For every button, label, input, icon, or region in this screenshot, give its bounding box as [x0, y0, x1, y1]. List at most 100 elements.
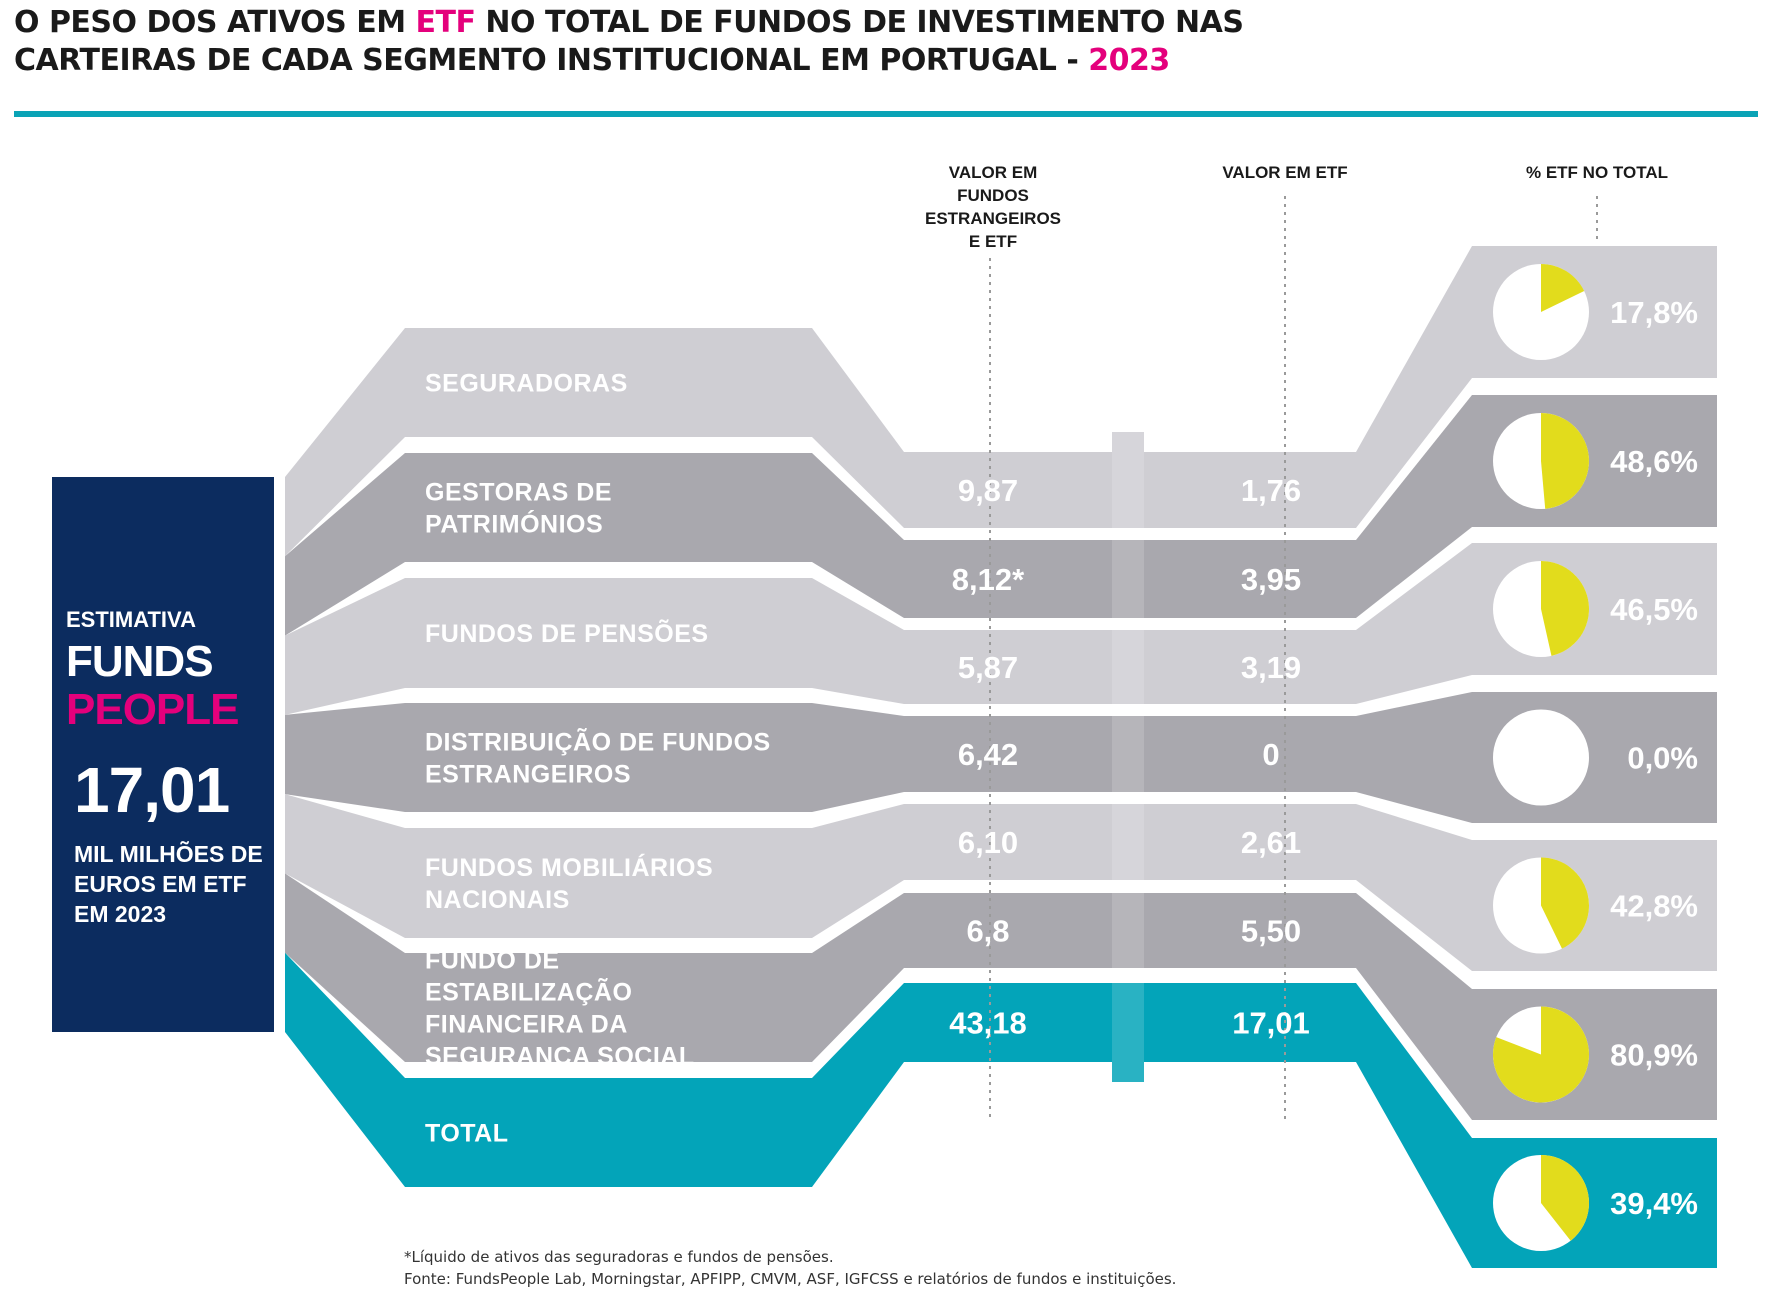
etf-value-label: 2,61	[1241, 825, 1301, 860]
value-gap-strip	[1072, 804, 1112, 880]
value-gap-strip	[1072, 452, 1112, 528]
segment-block	[405, 703, 812, 812]
foreign-value-block	[904, 983, 1072, 1062]
band-connector-right	[1356, 543, 1472, 704]
value-gap-strip	[1144, 716, 1186, 792]
pct-label: 80,9%	[1610, 1038, 1698, 1073]
segment-block	[405, 828, 812, 938]
foreign-value-label: 6,10	[958, 825, 1018, 860]
etf-value-label: 0	[1262, 737, 1279, 772]
value-gap-core	[1112, 716, 1144, 792]
kpi-panel: ESTIMATIVA FUNDS PEOPLE 17,01 MIL MILHÕE…	[52, 477, 274, 1032]
segment-label: SEGURANÇA SOCIAL	[425, 1043, 695, 1071]
etf-value-block	[1186, 540, 1356, 618]
pie-slice-etf	[1541, 561, 1590, 656]
segment-label: PATRIMÓNIOS	[425, 509, 603, 539]
etf-value-block	[1186, 716, 1356, 792]
title-rule	[14, 111, 1758, 117]
segment-block	[405, 453, 812, 562]
band-connector-right	[1356, 804, 1472, 971]
foreign-value-block	[904, 716, 1072, 792]
pct-label: 17,8%	[1610, 295, 1698, 330]
value-gap-core	[1112, 630, 1144, 704]
band-connector-left	[285, 794, 405, 938]
pie-slice-etf	[1541, 1155, 1590, 1241]
band-connector-right	[1356, 983, 1472, 1268]
foreign-value-label: 8,12*	[952, 562, 1025, 597]
footnote-source: Fonte: FundsPeople Lab, Morningstar, APF…	[404, 1270, 1177, 1288]
pct-label: 39,4%	[1610, 1186, 1698, 1221]
band-connector-left	[285, 873, 405, 1062]
kpi-label: ESTIMATIVA	[66, 607, 196, 632]
pct-label: 46,5%	[1610, 592, 1698, 627]
band-connector-mid	[812, 893, 904, 1062]
foreign-value-block	[904, 893, 1072, 968]
etf-value-label: 5,50	[1241, 914, 1301, 949]
value-gap-strip	[1144, 804, 1186, 880]
column-header-etf: VALOR EM ETF	[1222, 163, 1347, 182]
value-gap-strip	[1144, 452, 1186, 528]
value-gap-strip	[1072, 893, 1112, 968]
foreign-value-block	[904, 804, 1072, 880]
segment-label: NACIONAIS	[425, 886, 570, 914]
value-gap-core	[1112, 804, 1144, 880]
segment-label: SEGURADORAS	[425, 370, 628, 398]
value-gap-strip	[1144, 983, 1186, 1062]
segment-label: FUNDOS MOBILIÁRIOS	[425, 853, 713, 882]
foreign-value-label: 6,42	[958, 737, 1018, 772]
segment-label: GESTORAS DE	[425, 479, 612, 507]
etf-value-block	[1186, 630, 1356, 704]
etf-value-label: 3,19	[1241, 650, 1301, 685]
value-gap-strip	[1072, 540, 1112, 618]
etf-value-label: 1,76	[1241, 473, 1301, 508]
etf-value-block	[1186, 452, 1356, 528]
segment-block	[405, 578, 812, 688]
segment-label: FUNDOS DE PENSÕES	[425, 618, 709, 648]
band-connector-left	[285, 952, 405, 1187]
segment-label: FUNDO DE	[425, 947, 560, 975]
pct-label: 42,8%	[1610, 889, 1698, 924]
band-connector-mid	[812, 983, 904, 1187]
pie-slice-etf	[1541, 264, 1585, 312]
value-gap-core	[1112, 893, 1144, 968]
column-header-foreign: FUNDOS	[957, 186, 1029, 205]
foreign-value-label: 6,8	[966, 914, 1009, 949]
band-connector-mid	[812, 703, 904, 812]
chart-title: O PESO DOS ATIVOS EM ETF NO TOTAL DE FUN…	[14, 5, 1244, 78]
segment-label: ESTABILIZAÇÃO	[425, 977, 632, 1007]
foreign-value-block	[904, 540, 1072, 618]
value-gap-core	[1112, 983, 1144, 1082]
segment-block	[405, 953, 812, 1062]
band-connector-right	[1356, 893, 1472, 1120]
foreign-value-block	[904, 630, 1072, 704]
band-connector-right	[1356, 246, 1472, 528]
band-connector-mid	[812, 578, 904, 704]
segment-block	[405, 1078, 812, 1187]
pie-slice-etf	[1541, 857, 1589, 949]
segment-block	[405, 328, 812, 437]
segment-label: ESTRANGEIROS	[425, 761, 631, 789]
value-gap-core	[1112, 540, 1144, 618]
etf-value-label: 3,95	[1241, 562, 1301, 597]
column-header-foreign: E ETF	[969, 232, 1017, 251]
column-header-foreign: VALOR EM	[949, 163, 1037, 182]
pie-slice-etf	[1541, 413, 1590, 509]
band-connector-left	[285, 578, 405, 715]
band-connector-mid	[812, 453, 904, 618]
logo-people: PEOPLE	[66, 685, 239, 734]
foreign-value-block	[904, 452, 1072, 528]
segment-label: DISTRIBUIÇÃO DE FUNDOS	[425, 727, 771, 757]
value-gap-strip	[1072, 630, 1112, 704]
band-connector-right	[1356, 692, 1472, 823]
band-connector-left	[285, 453, 405, 636]
foreign-value-label: 43,18	[949, 1006, 1027, 1041]
kpi-unit: MIL MILHÕES DE EUROS EM ETF EM 2023	[74, 841, 263, 927]
pie-slice-etf	[1493, 1006, 1589, 1103]
pct-label: 48,6%	[1610, 444, 1698, 479]
etf-value-block	[1186, 893, 1356, 968]
etf-value-block	[1186, 983, 1356, 1062]
foreign-value-label: 9,87	[958, 473, 1018, 508]
column-header-pct: % ETF NO TOTAL	[1526, 163, 1668, 182]
value-gap-strip	[1144, 893, 1186, 968]
